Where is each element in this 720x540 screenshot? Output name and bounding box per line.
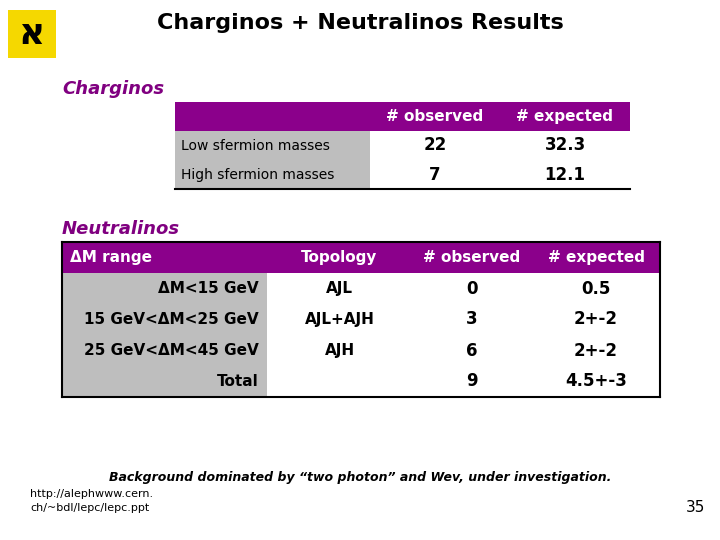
Text: Topology: Topology [301, 250, 378, 265]
Bar [370, 160, 630, 189]
Bar [62, 304, 267, 335]
Text: 22: 22 [423, 137, 446, 154]
Text: AJL+AJH: AJL+AJH [305, 312, 374, 327]
Bar [8, 10, 56, 58]
Bar [267, 273, 660, 304]
Text: Low sfermion masses: Low sfermion masses [181, 138, 330, 152]
Text: 4.5+-3: 4.5+-3 [565, 373, 627, 390]
Text: 25 GeV<ΔM<45 GeV: 25 GeV<ΔM<45 GeV [84, 343, 259, 358]
Text: 2+-2: 2+-2 [574, 341, 618, 360]
Bar [175, 102, 630, 131]
Text: Charginos + Neutralinos Results: Charginos + Neutralinos Results [157, 13, 563, 33]
Bar [62, 366, 267, 397]
Text: # observed: # observed [387, 109, 484, 124]
Bar [267, 335, 660, 366]
Text: 3: 3 [466, 310, 478, 328]
Text: 7: 7 [429, 165, 441, 184]
Bar [62, 273, 267, 304]
Text: א: א [19, 17, 45, 51]
Text: 35: 35 [685, 501, 705, 516]
Text: ΔM range: ΔM range [70, 250, 152, 265]
Text: 0.5: 0.5 [581, 280, 611, 298]
Text: 0: 0 [467, 280, 478, 298]
Bar [62, 335, 267, 366]
Bar [175, 131, 370, 160]
Text: 32.3: 32.3 [544, 137, 585, 154]
Bar [62, 242, 660, 273]
Text: http://alephwww.cern.: http://alephwww.cern. [30, 489, 153, 499]
Text: Neutralinos: Neutralinos [62, 220, 180, 238]
Text: 12.1: 12.1 [544, 165, 585, 184]
Text: Background dominated by “two photon” and Wev, under investigation.: Background dominated by “two photon” and… [109, 471, 611, 484]
Bar [370, 131, 630, 160]
Text: ΔM<15 GeV: ΔM<15 GeV [158, 281, 259, 296]
Text: # expected: # expected [516, 109, 613, 124]
Text: AJL: AJL [326, 281, 353, 296]
Bar [267, 304, 660, 335]
Text: # expected: # expected [547, 250, 644, 265]
Text: 9: 9 [466, 373, 478, 390]
Text: 2+-2: 2+-2 [574, 310, 618, 328]
Text: ch/~bdl/lepc/lepc.ppt: ch/~bdl/lepc/lepc.ppt [30, 503, 149, 513]
Text: 6: 6 [467, 341, 478, 360]
Text: 15 GeV<ΔM<25 GeV: 15 GeV<ΔM<25 GeV [84, 312, 259, 327]
Text: High sfermion masses: High sfermion masses [181, 167, 334, 181]
Bar [267, 366, 660, 397]
Text: # observed: # observed [423, 250, 521, 265]
Text: Charginos: Charginos [62, 80, 164, 98]
Text: Total: Total [217, 374, 259, 389]
Text: AJH: AJH [325, 343, 354, 358]
Bar [175, 160, 370, 189]
